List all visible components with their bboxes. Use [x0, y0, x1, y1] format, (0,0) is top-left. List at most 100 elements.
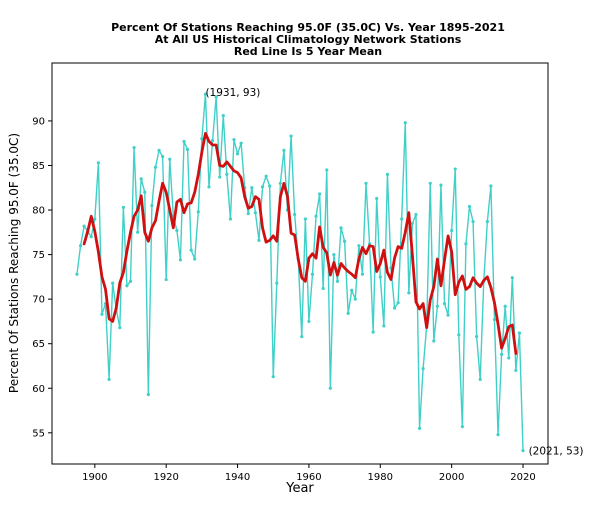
data-point — [446, 313, 450, 317]
data-point — [118, 326, 122, 330]
data-point — [303, 217, 307, 221]
data-point — [314, 214, 318, 218]
data-point — [121, 205, 125, 209]
chart-title-line-1: Percent Of Stations Reaching 95.0F (35.0… — [111, 21, 505, 34]
data-point — [93, 217, 97, 221]
data-point — [414, 212, 418, 217]
data-point — [421, 367, 425, 371]
chart-title-line-2: At All US Historical Climatology Network… — [155, 33, 462, 46]
data-point — [478, 377, 482, 381]
data-point — [196, 210, 200, 214]
y-tick-label: 85 — [32, 161, 45, 172]
data-point — [78, 244, 83, 248]
data-point — [246, 211, 250, 216]
data-point — [189, 248, 193, 252]
data-point — [471, 220, 475, 224]
data-point — [492, 318, 497, 322]
data-point — [343, 239, 347, 243]
data-point — [253, 211, 257, 215]
data-point — [139, 177, 143, 181]
y-tick-label: 60 — [32, 384, 45, 395]
data-point — [489, 184, 493, 188]
data-point — [307, 319, 311, 324]
point-annotation: (1931, 93) — [205, 87, 260, 99]
mean-layer — [82, 131, 518, 355]
data-point — [428, 181, 432, 185]
data-point — [182, 139, 186, 144]
data-point — [318, 192, 322, 196]
data-point — [260, 185, 265, 189]
data-point — [507, 356, 511, 360]
data-point — [228, 217, 233, 221]
series-line-5-year-mean — [82, 131, 518, 355]
data-point — [232, 138, 236, 142]
series-line-stations — [76, 93, 524, 451]
data-point — [178, 258, 183, 262]
data-point — [321, 286, 325, 291]
data-point — [185, 147, 190, 152]
data-point — [439, 183, 443, 187]
data-point — [289, 134, 293, 138]
data-point — [164, 277, 168, 282]
data-point — [146, 392, 150, 397]
data-point — [225, 172, 229, 176]
data-point — [82, 224, 86, 228]
data-point — [153, 165, 158, 169]
data-point — [136, 230, 140, 234]
data-point — [161, 154, 165, 159]
data-point — [282, 148, 286, 152]
data-point — [200, 137, 204, 141]
data-point — [278, 181, 282, 185]
data-point — [239, 141, 243, 145]
data-point — [264, 174, 268, 178]
x-tick-label: 2020 — [510, 472, 535, 483]
data-point — [435, 304, 439, 308]
data-point — [214, 95, 218, 99]
data-point — [378, 275, 382, 279]
data-point — [510, 276, 514, 280]
data-point — [300, 334, 304, 339]
data-point — [503, 304, 507, 308]
data-point — [175, 228, 179, 233]
data-point — [335, 279, 340, 283]
data-point — [207, 185, 211, 189]
data-point — [271, 375, 275, 379]
data-point — [364, 181, 368, 185]
data-point — [132, 146, 136, 150]
data-point — [168, 157, 172, 161]
y-tick-label: 70 — [32, 295, 45, 306]
data-point — [235, 152, 240, 156]
plot-area-frame — [51, 62, 549, 465]
data-point — [310, 272, 315, 276]
data-point — [400, 217, 404, 221]
data-point — [357, 244, 361, 248]
data-point — [111, 281, 115, 285]
chart-title-line-3: Red Line Is 5 Year Mean — [234, 45, 382, 58]
data-point — [460, 424, 464, 429]
data-point — [328, 386, 332, 390]
point-annotation: (2021, 53) — [529, 446, 584, 458]
data-point — [467, 204, 472, 209]
data-point — [392, 306, 397, 310]
data-point — [210, 138, 215, 143]
data-point — [496, 432, 500, 437]
x-tick-label: 2000 — [439, 472, 464, 483]
data-point — [403, 121, 407, 125]
data-point — [407, 291, 411, 295]
data-point — [353, 297, 357, 301]
data-point — [464, 242, 468, 246]
y-axis-ticks: 55 60 65 70 75 80 85 90 — [32, 116, 52, 439]
x-tick-label: 1900 — [82, 472, 107, 483]
data-point — [332, 252, 336, 257]
data-point — [396, 301, 400, 305]
data-point — [385, 172, 390, 176]
data-point — [218, 175, 222, 179]
data-point — [293, 212, 297, 217]
annotation-layer: (1931, 93) (2021, 53) — [205, 87, 583, 457]
data-point — [500, 352, 504, 356]
data-point — [350, 288, 354, 292]
data-point — [275, 281, 279, 285]
series-layer — [75, 92, 525, 453]
y-tick-label: 75 — [32, 250, 45, 261]
data-point — [514, 368, 518, 373]
